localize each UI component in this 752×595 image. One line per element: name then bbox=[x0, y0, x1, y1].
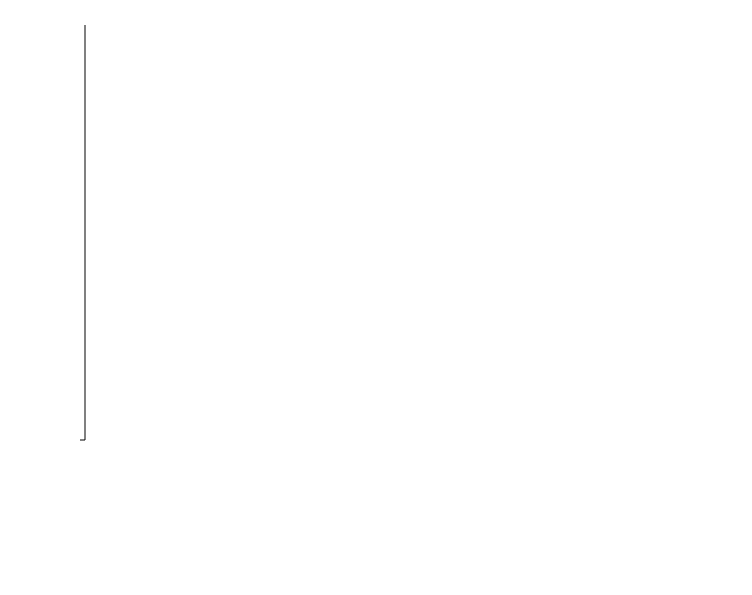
chart-bg bbox=[0, 0, 752, 595]
chart-container bbox=[0, 0, 752, 595]
chart-svg bbox=[0, 0, 752, 595]
